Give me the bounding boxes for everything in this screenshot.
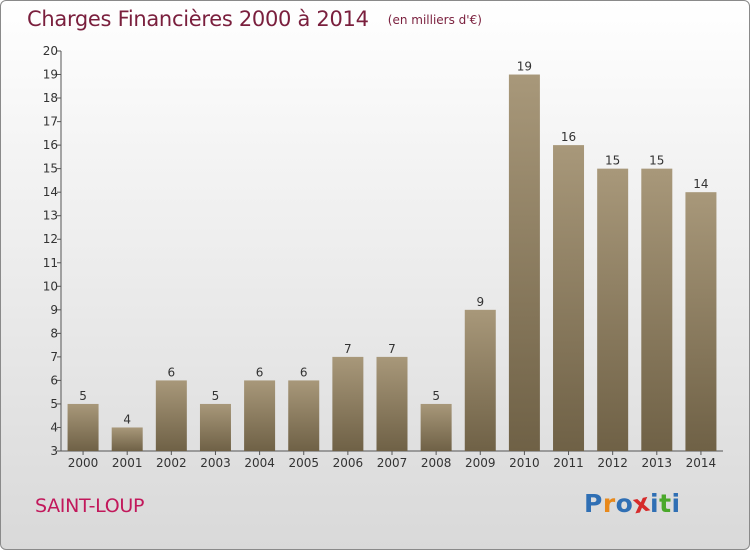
x-tick-label: 2012 [597, 456, 628, 470]
bars: 5 4 6 5 6 6 7 7 5 9 19 16 15 15 14 [67, 60, 717, 452]
y-tick-label: 20 [43, 44, 58, 58]
x-tick-label: 2005 [288, 456, 319, 470]
y-tick-label: 9 [50, 303, 58, 317]
bar [376, 356, 408, 451]
bar [288, 380, 320, 451]
x-tick-label: 2003 [200, 456, 231, 470]
y-tick-label: 12 [43, 232, 58, 246]
bar-value-label: 7 [344, 342, 352, 356]
bar [597, 168, 629, 451]
logo-letter: o [615, 489, 634, 518]
y-tick-label: 18 [43, 91, 58, 105]
bar-value-label: 6 [168, 365, 176, 379]
chart-title: Charges Financières 2000 à 2014 [27, 7, 369, 31]
bar-value-label: 5 [212, 389, 220, 403]
y-tick-label: 14 [43, 185, 58, 199]
bar-value-label: 19 [517, 60, 532, 74]
bar-value-label: 6 [256, 365, 264, 379]
logo-letter: t [659, 489, 672, 518]
bar [641, 168, 673, 451]
bar [553, 145, 585, 451]
bar-value-label: 15 [649, 154, 664, 168]
bar-value-label: 15 [605, 154, 620, 168]
commune-name: SAINT-LOUP [35, 495, 145, 517]
y-tick-label: 13 [43, 209, 58, 223]
bar-value-label: 6 [300, 365, 308, 379]
y-tick-label: 17 [43, 115, 58, 129]
bar [155, 380, 187, 451]
x-tick-label: 2004 [244, 456, 275, 470]
chart-subtitle: (en milliers d'€) [387, 13, 482, 27]
logo-letter: P [584, 489, 603, 518]
title-line: Charges Financières 2000 à 2014 (en mill… [27, 7, 482, 31]
y-tick-label: 16 [43, 138, 58, 152]
y-tick-label: 3 [50, 444, 58, 458]
x-tick-label: 2008 [421, 456, 452, 470]
x-tick-label: 2006 [333, 456, 364, 470]
y-tick-label: 19 [43, 68, 58, 82]
logo-letter: i [650, 489, 660, 518]
x-tick-label: 2011 [553, 456, 584, 470]
bar-value-label: 16 [561, 130, 576, 144]
bar-value-label: 4 [123, 412, 131, 426]
logo-letter: i [671, 489, 681, 518]
bar-value-label: 7 [388, 342, 396, 356]
bar [464, 309, 496, 451]
bar [508, 74, 540, 451]
x-tick-label: 2009 [465, 456, 496, 470]
bar [111, 427, 143, 451]
x-tick-label: 2010 [509, 456, 540, 470]
bar [67, 403, 99, 451]
bar [420, 403, 452, 451]
y-tick-label: 10 [43, 279, 58, 293]
x-tick-label: 2013 [642, 456, 673, 470]
bar-value-label: 9 [476, 295, 484, 309]
proxiti-logo: Proxiti [584, 488, 681, 520]
y-tick-label: 8 [50, 326, 58, 340]
x-tick-label: 2002 [156, 456, 187, 470]
x-tick-label: 2007 [377, 456, 408, 470]
x-tick-label: 2001 [112, 456, 143, 470]
bar-value-label: 5 [79, 389, 87, 403]
y-tick-label: 11 [43, 256, 58, 270]
bar-value-label: 14 [693, 177, 708, 191]
x-tick-label: 2014 [686, 456, 717, 470]
logo-letter: r [602, 489, 616, 518]
y-tick-label: 7 [50, 350, 58, 364]
y-tick-label: 15 [43, 162, 58, 176]
y-tick-label: 4 [50, 420, 58, 434]
bar [332, 356, 364, 451]
axes: 3 4 5 6 7 8 9 10 11 12 13 14 15 16 17 18 19 20 2000 2001 200… [43, 44, 723, 470]
bar [199, 403, 231, 451]
x-tick-label: 2000 [68, 456, 99, 470]
bar [685, 192, 717, 452]
y-tick-label: 6 [50, 373, 58, 387]
bar [244, 380, 276, 451]
bar-value-label: 5 [432, 389, 440, 403]
y-tick-label: 5 [50, 397, 58, 411]
